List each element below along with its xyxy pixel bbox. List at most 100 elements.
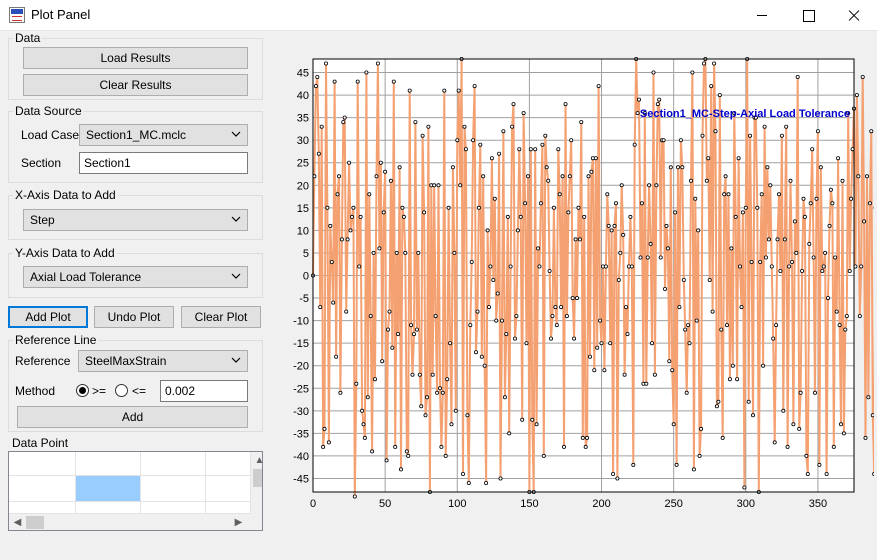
data-point-grid[interactable]: ▲ ◀ ▶ (8, 451, 263, 531)
vertical-scrollbar[interactable]: ▲ (251, 452, 262, 514)
reference-value-input[interactable] (160, 380, 248, 402)
y-axis-dropdown[interactable]: Axial Load Tolerance (23, 266, 248, 288)
y-tick-label: -20 (293, 361, 309, 373)
data-point (351, 205, 356, 210)
data-point (613, 201, 618, 206)
reference-dropdown[interactable]: SteelMaxStrain (78, 350, 248, 372)
data-point (638, 255, 643, 260)
data-point (774, 323, 779, 328)
data-point (713, 129, 718, 134)
title-bar[interactable]: Plot Panel (0, 0, 877, 31)
data-point (538, 201, 543, 206)
data-point (778, 268, 783, 273)
data-point (726, 192, 731, 197)
data-point (465, 413, 470, 418)
data-point (471, 138, 476, 143)
data-point (439, 444, 444, 449)
grid-cell[interactable] (9, 502, 76, 514)
horizontal-scrollbar[interactable]: ◀ ▶ (9, 514, 251, 530)
plot-panel[interactable]: 45 40 35 30 25 20 15 10 5 0 -5 -10 -15 -20 -25 -30 -35 -4… (271, 36, 874, 531)
data-point (722, 192, 727, 197)
grid-cell[interactable] (206, 502, 251, 514)
x-tick-label: 350 (809, 498, 827, 510)
data-point (511, 102, 516, 107)
clear-results-button[interactable]: Clear Results (23, 74, 248, 96)
data-point (345, 237, 350, 242)
grid-cell[interactable] (76, 452, 141, 476)
data-point (652, 372, 657, 377)
data-point (440, 390, 445, 395)
data-point (553, 305, 558, 310)
data-point (400, 205, 405, 210)
grid-cell[interactable] (141, 452, 206, 476)
clear-plot-button[interactable]: Clear Plot (181, 306, 261, 328)
y-axis-title: Y-Axis Data to Add (13, 246, 117, 260)
grid-cell[interactable] (141, 476, 206, 502)
data-point (407, 88, 412, 93)
maximize-button[interactable] (785, 0, 831, 31)
data-point (543, 133, 548, 138)
load-case-dropdown[interactable]: Section1_MC.mclc (79, 124, 248, 146)
data-point (736, 156, 741, 161)
data-point (808, 201, 813, 206)
radio-greater-equal-label: >= (92, 384, 107, 398)
plot-chart[interactable]: 454035302520151050-5-10-15-20-25-30-35-4… (271, 36, 874, 531)
data-point (367, 192, 372, 197)
data-point-title: Data Point (12, 436, 69, 450)
close-button[interactable] (831, 0, 877, 31)
y-tick-label: 45 (297, 68, 309, 80)
chevron-down-icon (231, 216, 241, 222)
radio-greater-equal[interactable] (76, 384, 89, 397)
horizontal-scroll-thumb[interactable] (26, 516, 44, 529)
data-point (761, 363, 766, 368)
grid-cell-selected[interactable] (76, 476, 141, 502)
grid-cell[interactable] (206, 452, 251, 476)
data-point (410, 372, 415, 377)
data-point (670, 368, 675, 373)
data-point (504, 332, 509, 337)
data-point (442, 88, 447, 93)
minimize-button[interactable] (739, 0, 785, 31)
data-point (742, 485, 747, 490)
reference-line-group: Reference Line Reference SteelMaxStrain … (8, 333, 263, 432)
add-reference-button[interactable]: Add (17, 406, 248, 428)
load-case-label: Load Case (21, 128, 80, 142)
load-results-button[interactable]: Load Results (23, 47, 248, 69)
section-input[interactable] (79, 152, 248, 174)
vertical-scroll-thumb[interactable] (253, 469, 262, 487)
grid-cell[interactable] (76, 502, 141, 514)
scroll-right-icon[interactable]: ▶ (234, 517, 243, 528)
grid-cell[interactable] (206, 476, 251, 502)
grid-cell[interactable] (9, 476, 76, 502)
grid-cell[interactable] (9, 452, 76, 476)
y-axis-group: Y-Axis Data to Add Axial Load Tolerance (8, 246, 263, 298)
data-point (768, 183, 773, 188)
data-point (456, 88, 461, 93)
data-point (564, 314, 569, 319)
add-plot-button[interactable]: Add Plot (8, 306, 88, 328)
data-point (739, 305, 744, 310)
x-axis-dropdown[interactable]: Step (23, 209, 248, 231)
data-point (704, 178, 709, 183)
scroll-left-icon[interactable]: ◀ (13, 517, 22, 528)
data-point (472, 84, 477, 89)
data-point (488, 264, 493, 269)
data-point (596, 84, 601, 89)
data-point (325, 205, 330, 210)
grid-cell[interactable] (141, 502, 206, 514)
data-point (498, 476, 503, 481)
scroll-up-icon[interactable]: ▲ (251, 452, 262, 469)
x-tick-label: 100 (448, 498, 466, 510)
radio-less-equal[interactable] (115, 384, 128, 397)
data-point (357, 264, 362, 269)
x-tick-label: 150 (520, 498, 538, 510)
data-point (800, 268, 805, 273)
data-point (863, 435, 868, 440)
data-point (523, 201, 528, 206)
data-point (572, 336, 577, 341)
data-point (707, 277, 712, 282)
y-tick-label: -30 (293, 406, 309, 418)
data-point (667, 359, 672, 364)
undo-plot-button[interactable]: Undo Plot (94, 306, 174, 328)
data-point (781, 408, 786, 413)
